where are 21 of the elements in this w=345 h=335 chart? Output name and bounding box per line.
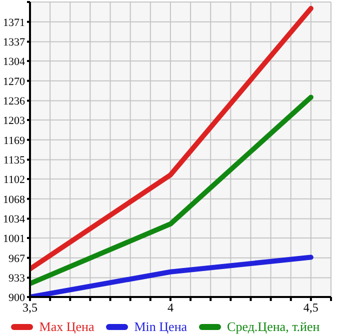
legend-label: Max Цена xyxy=(38,319,94,335)
y-tick-label: 1102 xyxy=(3,174,25,186)
y-tick-label: 1371 xyxy=(3,16,25,29)
y-tick-label: 967 xyxy=(8,252,26,265)
legend-label: Min Цена xyxy=(133,319,188,335)
y-tick-label: 1169 xyxy=(3,134,26,147)
y-tick-label: 900 xyxy=(8,292,26,304)
y-tick-label: 1135 xyxy=(3,154,26,167)
legend-label: Сред.Цена, т.йен xyxy=(226,319,320,335)
y-tick-label: 1068 xyxy=(3,194,26,206)
y-tick-label: 1236 xyxy=(3,96,26,108)
y-tick-label: 1001 xyxy=(3,232,25,245)
y-tick-label: 1270 xyxy=(3,76,26,88)
y-tick-label: 1304 xyxy=(3,56,26,68)
y-tick-label: 1337 xyxy=(3,36,26,49)
y-tick-label: 933 xyxy=(8,272,26,285)
y-tick-label: 1203 xyxy=(3,114,26,127)
y-tick-label: 1034 xyxy=(3,214,26,226)
x-tick-label: 3,5 xyxy=(22,300,38,315)
x-tick-label: 4,5 xyxy=(303,300,318,315)
x-tick-label: 4 xyxy=(167,300,174,315)
